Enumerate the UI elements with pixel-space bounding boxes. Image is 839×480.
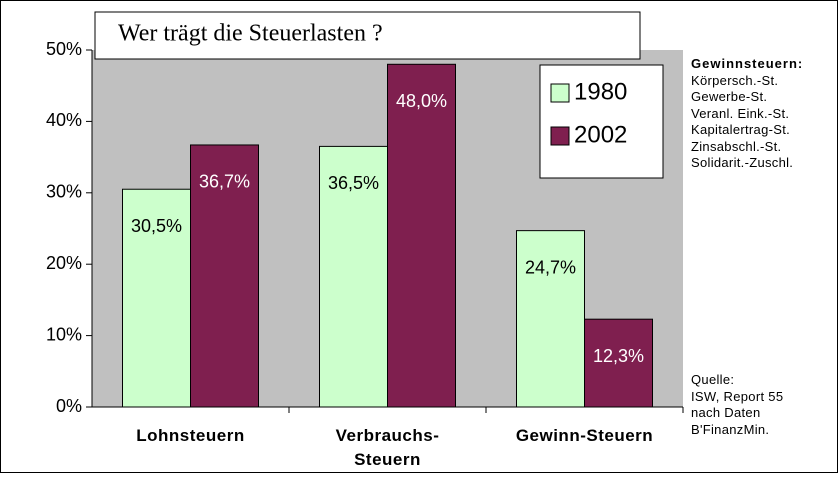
side-note-item: Solidarit.-Zuschl.	[691, 155, 794, 170]
legend-swatch	[550, 126, 570, 146]
title-box	[94, 11, 641, 60]
data-label: 24,7%	[525, 257, 576, 277]
legend-label: 2002	[574, 121, 627, 148]
legend-label: 1980	[574, 78, 627, 105]
chart-title: Wer trägt die Steuerlasten ?	[118, 21, 383, 47]
y-tick-label: 0%	[56, 396, 82, 416]
x-tick-label: Verbrauchs- Steuern	[335, 426, 440, 469]
data-label: 30,5%	[131, 216, 182, 236]
x-tick-label: Lohnsteuern	[136, 426, 245, 445]
y-tick-label: 50%	[46, 39, 82, 59]
source-line: Quelle:	[691, 372, 735, 387]
bar	[122, 188, 191, 408]
data-label: 36,7%	[199, 172, 250, 192]
y-tick-label: 10%	[46, 324, 82, 344]
source-line: nach Daten	[691, 405, 761, 420]
side-note-item: Kapitalertrag-St.	[691, 122, 791, 137]
side-note-item: Veranl. Eink.-St.	[691, 105, 790, 121]
side-note-item: Zinsabschl.-St.	[691, 138, 782, 154]
side-note-items: Körpersch.-St. Gewerbe-St. Veranl. Eink.-S…	[691, 73, 803, 172]
data-label: 36,5%	[328, 173, 379, 193]
x-tick-label: Gewinn-Steuern	[515, 426, 654, 445]
data-label: 12,3%	[593, 346, 644, 366]
data-label: 48,0%	[396, 91, 447, 111]
side-note-title: Gewinnsteuern:	[691, 56, 804, 71]
y-tick-label: 20%	[46, 253, 82, 273]
bar	[319, 145, 388, 408]
legend-swatch	[550, 83, 570, 103]
y-tick-label: 40%	[46, 110, 82, 130]
y-tick-label: 30%	[46, 182, 82, 202]
side-note-item: Gewerbe-St.	[691, 89, 768, 104]
bar	[190, 144, 259, 408]
side-note-item: Körpersch.-St.	[691, 72, 779, 88]
side-note: Gewinnsteuern: Körpersch.-St. Gewerbe-St.…	[691, 56, 803, 172]
bar	[387, 63, 456, 408]
source: Quelle: ISW, Report 55 nach Daten B'FinanzM…	[691, 372, 783, 438]
source-line: ISW, Report 55	[691, 388, 784, 404]
source-line: B'FinanzMin.	[691, 421, 770, 437]
bar	[584, 318, 653, 408]
